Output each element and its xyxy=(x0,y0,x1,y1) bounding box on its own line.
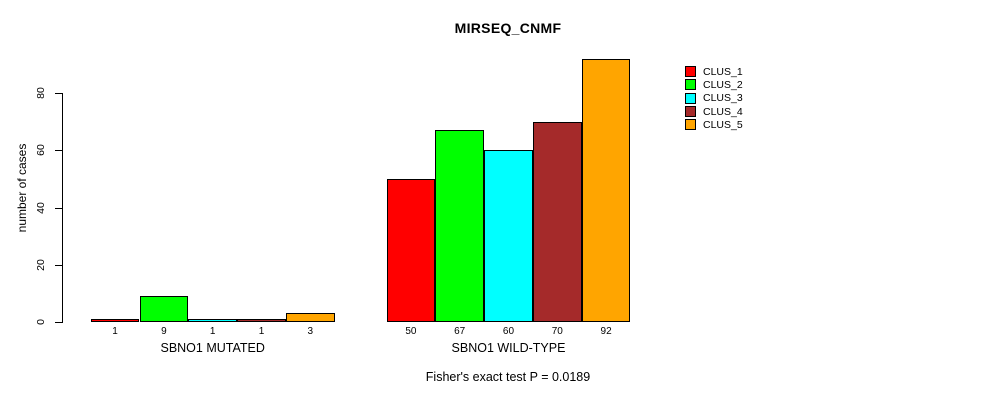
legend-item: CLUS_3 xyxy=(685,92,743,105)
x-axis-group-label: SBNO1 WILD-TYPE xyxy=(451,341,566,355)
bar-value-label: 1 xyxy=(112,326,118,337)
legend-swatch-icon xyxy=(685,106,696,118)
bar-clus_3-group2 xyxy=(484,150,533,322)
bar-clus_2-group2 xyxy=(435,130,485,322)
legend-label: CLUS_4 xyxy=(703,105,743,118)
y-axis-tick xyxy=(55,93,62,94)
bar-value-label: 3 xyxy=(307,326,314,337)
bar-value-label: 50 xyxy=(405,326,417,337)
y-axis-tick xyxy=(55,150,62,152)
legend-swatch-icon xyxy=(685,92,696,104)
bar-value-label: 1 xyxy=(209,326,216,337)
bar-clus_4-group2 xyxy=(532,121,582,322)
legend-label: CLUS_2 xyxy=(703,78,743,91)
legend-label: CLUS_5 xyxy=(703,118,743,131)
bar-clus_5-group2 xyxy=(581,58,631,322)
y-axis-label: number of cases xyxy=(15,143,29,233)
y-axis-tick-label: 40 xyxy=(35,201,47,214)
legend-item: CLUS_2 xyxy=(685,78,743,91)
chart-title: MIRSEQ_CNMF xyxy=(454,20,562,36)
legend-item: CLUS_5 xyxy=(685,118,743,131)
legend-swatch-icon xyxy=(685,79,696,91)
legend-label: CLUS_3 xyxy=(703,92,743,105)
caption-fisher-test: Fisher's exact test P = 0.0189 xyxy=(425,370,591,384)
bar-clus_5-group1 xyxy=(285,313,335,322)
legend-label: CLUS_1 xyxy=(703,65,743,78)
y-axis-tick-label: 20 xyxy=(35,258,47,271)
y-axis-tick xyxy=(55,264,62,266)
y-axis-tick-label: 80 xyxy=(35,87,47,99)
legend-item: CLUS_1 xyxy=(685,65,743,78)
legend: CLUS_1 CLUS_2 CLUS_3 CLUS_4 CLUS_5 xyxy=(685,65,743,131)
bar-value-label: 1 xyxy=(258,326,265,337)
y-axis-line xyxy=(62,93,63,323)
bar-value-label: 67 xyxy=(454,326,466,337)
y-axis-tick xyxy=(55,322,62,323)
y-axis-tick xyxy=(55,207,62,209)
bar-clus_3-group1 xyxy=(188,319,238,322)
bar-clus_4-group1 xyxy=(237,319,286,322)
y-axis-tick-label: 60 xyxy=(35,144,47,157)
bar-value-label: 9 xyxy=(161,326,167,337)
bar-value-label: 60 xyxy=(502,326,515,337)
legend-swatch-icon xyxy=(685,119,696,131)
x-axis-group-label: SBNO1 MUTATED xyxy=(160,341,265,355)
legend-swatch-icon xyxy=(685,66,696,78)
legend-item: CLUS_4 xyxy=(685,105,743,118)
bar-clus_1-group2 xyxy=(386,178,436,322)
bar-value-label: 92 xyxy=(600,326,612,337)
y-axis-tick-label: 0 xyxy=(35,319,47,325)
bar-clus_1-group1 xyxy=(90,319,140,322)
bar-clus_2-group1 xyxy=(139,296,189,322)
bar-value-label: 70 xyxy=(551,326,563,337)
